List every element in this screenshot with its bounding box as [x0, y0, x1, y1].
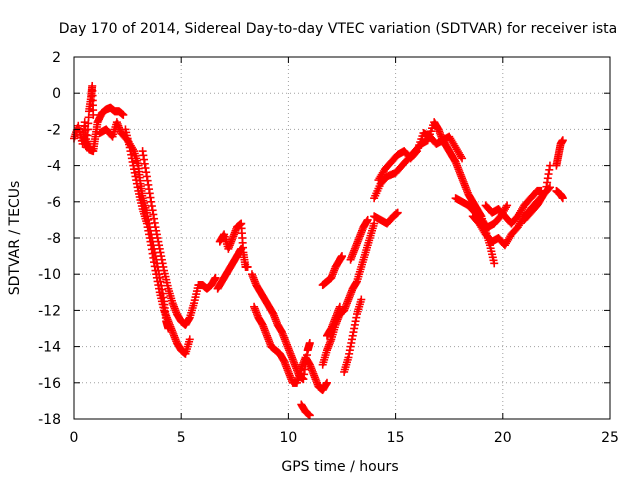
x-tick-label: 5: [177, 430, 186, 446]
data-point: [338, 252, 346, 261]
data-layer: [70, 81, 567, 420]
y-tick-label: -8: [47, 231, 61, 247]
y-tick-label: -14: [38, 340, 61, 356]
data-point: [89, 110, 98, 119]
data-point: [185, 335, 194, 344]
data-point: [305, 411, 314, 420]
data-point: [503, 201, 512, 210]
data-point: [322, 378, 331, 387]
y-tick-label: -6: [47, 195, 61, 211]
data-point: [119, 110, 128, 119]
data-point: [370, 219, 379, 228]
axis-layer: 0 5 10 15 20 25 -18 -16 -14 -12 -10 -8 -6 -4 -2 0 2: [38, 50, 619, 446]
x-tick-label: 15: [387, 430, 405, 446]
data-point: [243, 262, 252, 271]
data-point: [211, 273, 220, 282]
x-axis-label: GPS time / hours: [281, 459, 398, 475]
data-point: [490, 259, 499, 268]
data-point: [502, 203, 511, 212]
data-point: [558, 136, 567, 145]
y-tick-label: -10: [38, 267, 61, 283]
y-tick-label: 0: [52, 86, 61, 102]
y-tick-label: -12: [38, 303, 61, 319]
data-point: [558, 194, 567, 203]
y-axis-label: SDTVAR / TECUs: [7, 181, 23, 296]
y-tick-label: -4: [47, 159, 61, 175]
data-point: [363, 215, 372, 224]
data-point: [357, 295, 366, 304]
y-tick-label: -16: [38, 376, 61, 392]
data-point: [305, 338, 314, 347]
data-point: [335, 302, 344, 311]
x-tick-label: 10: [279, 430, 297, 446]
data-point: [411, 148, 420, 157]
data-point: [456, 152, 465, 161]
x-tick-label: 20: [494, 430, 512, 446]
data-point: [458, 154, 467, 163]
chart-title: Day 170 of 2014, Sidereal Day-to-day VTE…: [59, 21, 617, 37]
y-tick-label: -2: [47, 122, 61, 138]
data-point: [393, 208, 402, 217]
x-tick-label: 25: [601, 430, 619, 446]
y-tick-label: 2: [52, 50, 61, 66]
x-tick-label: 0: [70, 430, 79, 446]
y-tick-label: -18: [38, 412, 61, 428]
